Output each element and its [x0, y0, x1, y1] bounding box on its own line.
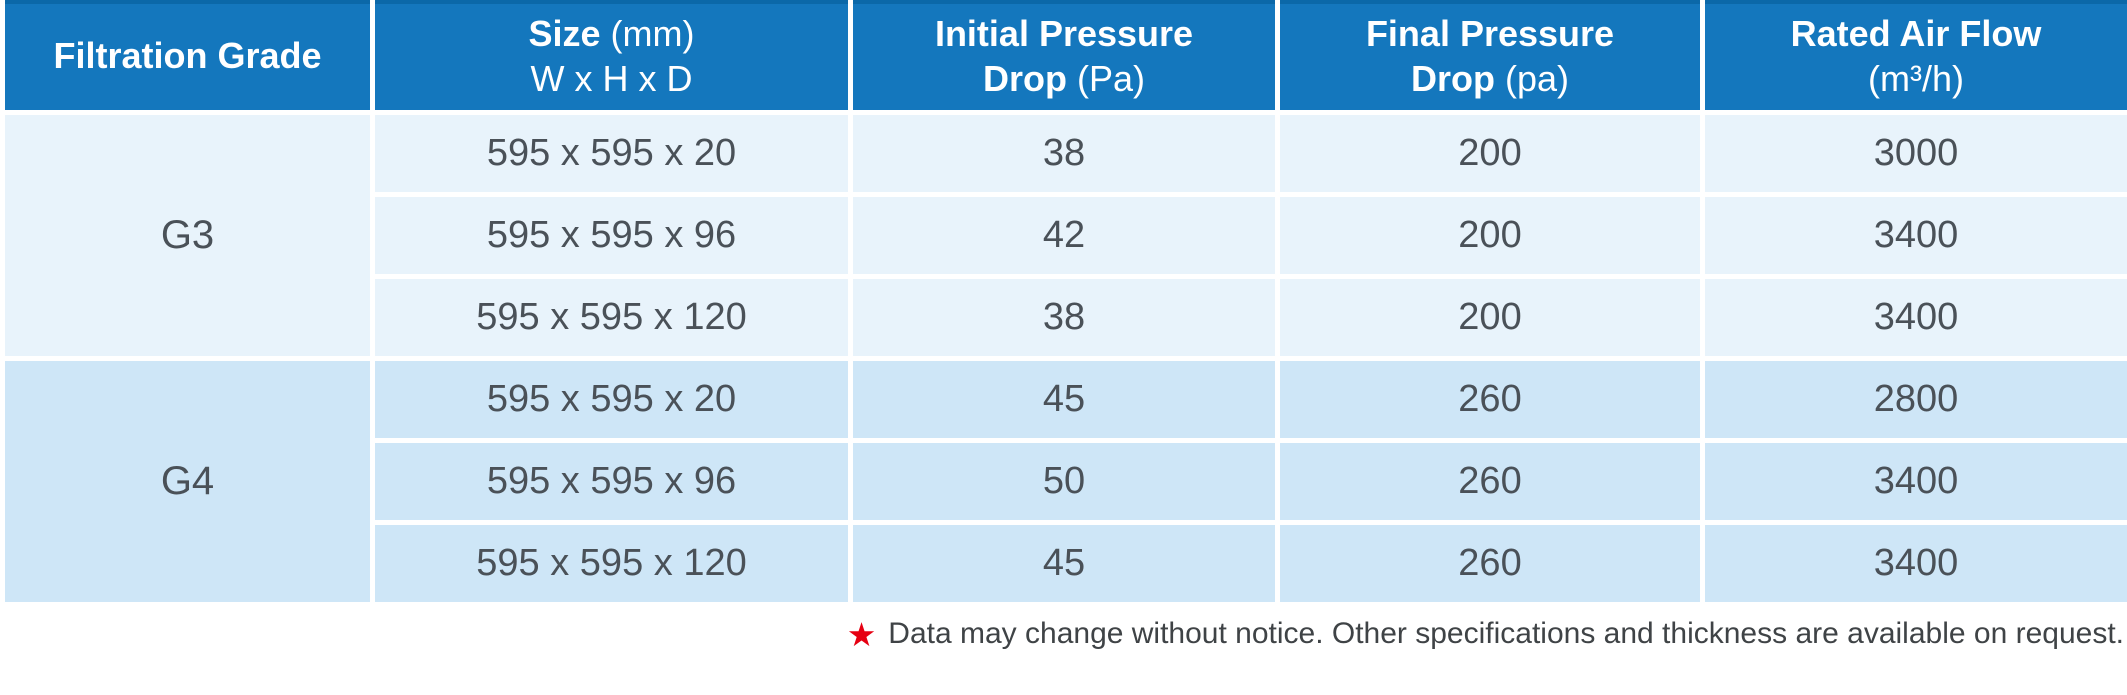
header-rated-unit: (m³/h)	[1868, 57, 1964, 99]
size-cell: 595 x 595 x 120	[370, 519, 853, 607]
header-size-label: Size	[528, 13, 601, 55]
table-row-g3-2: 595 x 595 x 96 42 200 3400	[3, 191, 2127, 279]
initial-pressure-cell: 38	[848, 273, 1280, 361]
footnote-text: Data may change without notice. Other sp…	[888, 617, 2124, 650]
initial-pressure-cell: 38	[848, 109, 1280, 197]
airflow-cell: 3400	[1700, 191, 2127, 279]
table-row-g3-1: G3 595 x 595 x 20 38 200 3000	[0, 109, 2127, 361]
header-row: Filtration Grade Size (mm) W x H x D Init…	[0, 0, 2127, 115]
header-initial-line1: Initial Pressure	[934, 13, 1194, 55]
filter-spec-table: Filtration Grade Size (mm) W x H x D Init…	[0, 0, 2127, 607]
header-filtration-grade: Filtration Grade	[0, 0, 375, 115]
star-icon: ★	[846, 615, 877, 653]
header-filtration-grade-label: Filtration Grade	[53, 35, 322, 77]
airflow-cell: 3000	[1700, 109, 2127, 197]
final-pressure-cell: 200	[1275, 273, 1705, 361]
grade-cell-g3: G3	[0, 109, 375, 361]
size-cell: 595 x 595 x 20	[370, 109, 853, 197]
header-final-unit: (pa)	[1504, 57, 1570, 99]
header-initial-pressure-drop: Initial Pressure Drop (Pa)	[848, 0, 1280, 115]
header-initial-unit: (Pa)	[1076, 57, 1145, 99]
header-rated-air-flow: Rated Air Flow (m³/h)	[1700, 0, 2127, 115]
header-final-pressure-drop: Final Pressure Drop (pa)	[1275, 0, 1705, 115]
initial-pressure-cell: 42	[848, 191, 1280, 279]
table-row-g4-2: 595 x 595 x 96 50 260 3400	[3, 437, 2127, 525]
header-initial-line2-label: Drop	[982, 57, 1067, 99]
airflow-cell: 3400	[1700, 519, 2127, 607]
final-pressure-cell: 260	[1275, 519, 1705, 607]
table-header: Filtration Grade Size (mm) W x H x D Init…	[0, 0, 2127, 115]
footnote: ★ Data may change without notice. Other …	[0, 606, 2127, 662]
header-size-dimensions: W x H x D	[530, 57, 693, 99]
initial-pressure-cell: 45	[848, 519, 1280, 607]
initial-pressure-cell: 45	[848, 355, 1280, 443]
size-cell: 595 x 595 x 20	[370, 355, 853, 443]
airflow-cell: 2800	[1700, 355, 2127, 443]
header-rated-line1: Rated Air Flow	[1790, 13, 2042, 55]
airflow-cell: 3400	[1700, 273, 2127, 361]
size-cell: 595 x 595 x 96	[370, 191, 853, 279]
final-pressure-cell: 260	[1275, 355, 1705, 443]
header-size: Size (mm) W x H x D	[370, 0, 853, 115]
table-body: G3 595 x 595 x 20 38 200 3000 595 x 595 …	[0, 109, 2127, 607]
grade-cell-g4: G4	[0, 355, 375, 607]
final-pressure-cell: 260	[1275, 437, 1705, 525]
final-pressure-cell: 200	[1275, 109, 1705, 197]
initial-pressure-cell: 50	[848, 437, 1280, 525]
header-size-unit: (mm)	[610, 13, 695, 55]
table-row-g4-1: G4 595 x 595 x 20 45 260 2800	[0, 355, 2127, 607]
header-final-line2-label: Drop	[1410, 57, 1495, 99]
final-pressure-cell: 200	[1275, 191, 1705, 279]
header-final-line1: Final Pressure	[1365, 13, 1615, 55]
size-cell: 595 x 595 x 120	[370, 273, 853, 361]
airflow-cell: 3400	[1700, 437, 2127, 525]
table-row-g3-3: 595 x 595 x 120 38 200 3400	[3, 273, 2127, 361]
size-cell: 595 x 595 x 96	[370, 437, 853, 525]
table-row-g4-3: 595 x 595 x 120 45 260 3400	[3, 519, 2127, 607]
